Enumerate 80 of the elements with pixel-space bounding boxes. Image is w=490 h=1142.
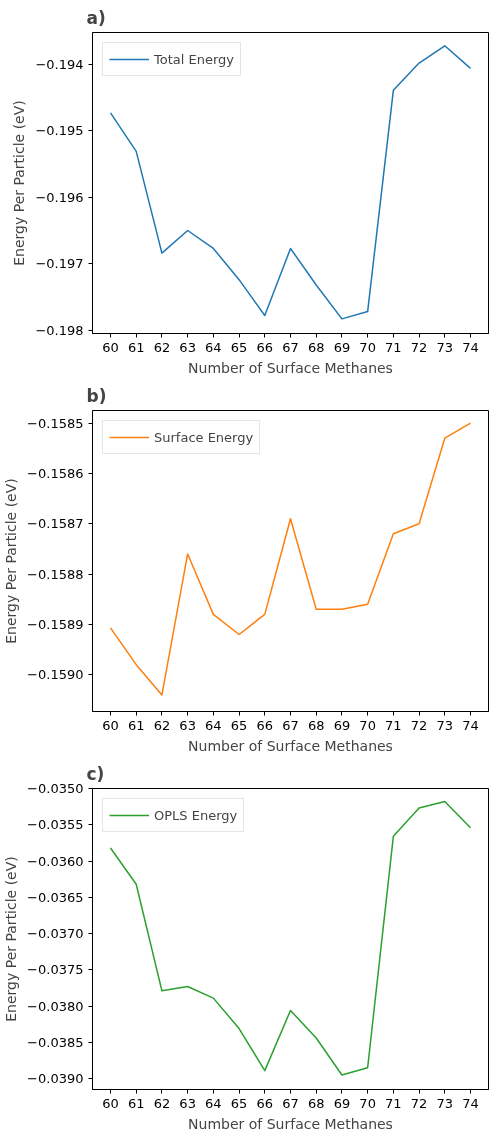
text: c)	[86, 763, 105, 784]
x-tick-label: 71	[385, 717, 402, 733]
x-tick-label: 71	[385, 339, 402, 355]
x-tick-label: 64	[205, 717, 222, 733]
x-tick-label: 74	[462, 717, 479, 733]
x-tick-label: 72	[410, 1095, 428, 1111]
y-axis-title: Energy Per Particle (eV)	[11, 100, 28, 266]
x-tick-label: 60	[102, 717, 119, 733]
y-tick-label: −0.0385	[27, 1034, 84, 1050]
x-tick-label: 71	[385, 1095, 402, 1111]
x-tick-label: 73	[436, 1095, 454, 1111]
x-tick-label: 72	[410, 339, 428, 355]
x-tick-label: 65	[230, 717, 248, 733]
x-tick-label: 69	[333, 339, 351, 355]
text: a)	[86, 7, 106, 28]
y-tick-label: −0.0350	[27, 781, 84, 796]
y-tick-label: −0.0355	[27, 817, 84, 833]
y-tick-label: −0.1588	[27, 566, 84, 582]
legend-label: Total Energy	[154, 51, 235, 67]
x-tick-label: 61	[127, 339, 145, 355]
line-series	[109, 45, 472, 320]
x-tick-label: 74	[462, 339, 479, 355]
x-tick-label: 69	[333, 1095, 351, 1111]
x-tick-label: 70	[359, 339, 376, 355]
legend-label: Surface Energy	[154, 429, 254, 445]
y-tick-label: −0.1590	[27, 667, 84, 683]
line-series	[109, 422, 472, 696]
x-tick-label: 73	[436, 717, 454, 733]
x-tick-label: 61	[127, 1095, 145, 1111]
x-tick-label: 62	[153, 717, 171, 733]
y-tick-label: −0.0390	[27, 1071, 84, 1087]
x-tick-label: 62	[153, 1095, 171, 1111]
y-tick-label: −0.1589	[27, 616, 84, 632]
x-tick-label: 64	[205, 1095, 222, 1111]
x-tick-label: 67	[282, 1095, 299, 1111]
x-tick-label: 68	[307, 339, 325, 355]
y-tick-label: −0.0375	[27, 962, 84, 978]
x-tick-label: 64	[205, 339, 222, 355]
y-tick-label: −0.197	[35, 256, 84, 272]
x-axis-title: Number of Surface Methanes	[188, 359, 393, 376]
x-tick-label: 60	[102, 1095, 119, 1111]
x-tick-label: 62	[153, 339, 171, 355]
x-tick-label: 69	[333, 717, 351, 733]
x-tick-label: 66	[256, 339, 274, 355]
x-axis-title: Number of Surface Methanes	[188, 1115, 393, 1132]
x-tick-label: 74	[462, 1095, 479, 1111]
y-tick-label: −0.1587	[27, 516, 84, 532]
x-tick-label: 68	[307, 1095, 325, 1111]
legend-label: OPLS Energy	[154, 807, 238, 823]
x-tick-label: 68	[307, 717, 325, 733]
x-axis-title: Number of Surface Methanes	[188, 737, 393, 754]
y-tick-label: −0.0360	[27, 853, 84, 869]
x-tick-label: 61	[127, 717, 145, 733]
x-tick-label: 73	[436, 339, 454, 355]
x-tick-label: 65	[230, 1095, 248, 1111]
y-tick-label: −0.196	[35, 189, 84, 205]
x-tick-label: 70	[359, 1095, 376, 1111]
text: b)	[86, 385, 107, 406]
y-tick-label: −0.1586	[27, 465, 84, 481]
y-tick-label: −0.194	[35, 56, 84, 72]
y-axis-title: Energy Per Particle (eV)	[3, 856, 20, 1022]
x-tick-label: 63	[179, 1095, 196, 1111]
y-tick-label: −0.198	[35, 322, 84, 338]
y-axis-title: Energy Per Particle (eV)	[3, 478, 20, 644]
x-tick-label: 63	[179, 339, 196, 355]
y-tick-label: −0.195	[35, 123, 84, 139]
y-tick-label: −0.1585	[27, 415, 84, 431]
x-tick-label: 67	[282, 717, 299, 733]
x-tick-label: 65	[230, 339, 248, 355]
x-tick-label: 72	[410, 717, 428, 733]
x-tick-label: 66	[256, 717, 274, 733]
x-tick-label: 60	[102, 339, 119, 355]
line-series	[109, 800, 472, 1076]
y-tick-label: −0.0365	[27, 889, 84, 905]
x-tick-label: 66	[256, 1095, 274, 1111]
x-tick-label: 63	[179, 717, 196, 733]
y-tick-label: −0.0380	[27, 998, 84, 1014]
y-tick-label: −0.0370	[27, 926, 84, 942]
x-tick-label: 70	[359, 717, 376, 733]
x-tick-label: 67	[282, 339, 299, 355]
